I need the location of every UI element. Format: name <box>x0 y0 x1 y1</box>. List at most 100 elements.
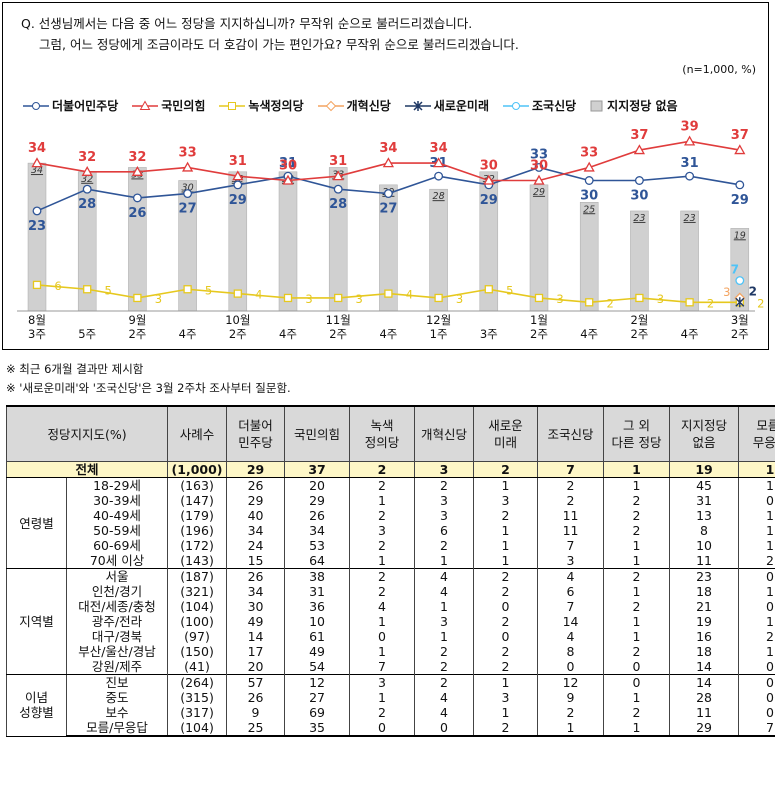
table-cell: 19 <box>669 614 740 629</box>
point-1-2 <box>131 165 144 176</box>
x-tick-week-0: 3주 <box>28 327 46 341</box>
table-cell: 0 <box>738 659 775 675</box>
total-cell: 2 <box>349 461 416 478</box>
row-label: 서울 <box>65 568 169 584</box>
table-cell: 18 <box>669 644 740 659</box>
header-3: 국민의힘 <box>284 405 351 462</box>
row-n: (163) <box>167 477 228 493</box>
table-cell: 49 <box>226 614 286 629</box>
table-cell: 26 <box>226 477 286 493</box>
point-2-1 <box>83 285 92 294</box>
x-tick-week-2: 2주 <box>128 327 146 341</box>
bar-label-no-party-1: 32 <box>81 174 93 185</box>
table-row: 70세 이상 (143) 15 64 1 1 1 3 1 11 2 <box>7 553 775 569</box>
x-tick-week-6: 2주 <box>329 327 347 341</box>
table-cell: 0 <box>738 568 775 584</box>
table-cell: 2 <box>349 538 416 553</box>
header-8: 그 외 다른 정당 <box>603 405 671 462</box>
point-label-2-7: 4 <box>406 288 413 302</box>
point-0-13 <box>685 171 695 181</box>
table-cell: 69 <box>284 705 351 720</box>
bar-label-no-party-12: 23 <box>633 213 645 224</box>
table-cell: 7 <box>537 599 605 614</box>
point-label-0-6: 28 <box>329 197 347 212</box>
row-label: 40-49세 <box>65 508 169 523</box>
table-cell: 3 <box>473 690 539 705</box>
row-label: 60-69세 <box>65 538 169 553</box>
table-cell: 0 <box>738 493 775 508</box>
table-cell: 7 <box>537 538 605 553</box>
row-label: 30-39세 <box>65 493 169 508</box>
point-1-9 <box>483 174 495 185</box>
point-0-2 <box>132 193 142 203</box>
legend-item-4: 새로운미래 <box>404 97 489 114</box>
table-cell: 29 <box>669 720 740 737</box>
point-label-4-14: 2 <box>749 284 757 298</box>
point-2-4 <box>233 289 242 298</box>
table-cell: 1 <box>473 477 539 493</box>
table-cell: 2 <box>603 508 671 523</box>
footnote-1: ※ 최근 6개월 결과만 제시함 <box>6 362 144 376</box>
x-tick-week-8: 1주 <box>430 327 448 341</box>
table-row: 모름/무응답 (104) 25 35 0 0 2 1 1 29 7 <box>7 720 775 737</box>
table-cell: 1 <box>603 720 671 737</box>
point-label-2-8: 3 <box>456 292 463 306</box>
point-label-1-1: 32 <box>78 150 96 165</box>
table-cell: 2 <box>414 659 475 675</box>
point-label-0-5: 31 <box>279 156 297 171</box>
row-n: (187) <box>167 568 228 584</box>
point-2-9 <box>484 285 493 294</box>
table-cell: 4 <box>349 599 416 614</box>
table-cell: 1 <box>738 523 775 538</box>
row-n: (143) <box>167 553 228 569</box>
row-n: (41) <box>167 659 228 675</box>
table-row: 60-69세 (172) 24 53 2 2 1 7 1 10 1 <box>7 538 775 553</box>
x-tick-week-1: 5주 <box>78 327 96 341</box>
x-tick-month-0: 8월 <box>28 313 46 327</box>
table-cell: 23 <box>669 568 740 584</box>
table-cell: 3 <box>349 523 416 538</box>
table-cell: 2 <box>414 674 475 690</box>
x-tick-week-3: 4주 <box>179 327 197 341</box>
point-2-5 <box>283 293 293 303</box>
table-cell: 14 <box>669 659 740 675</box>
point-label-1-11: 33 <box>580 145 598 160</box>
table-cell: 4 <box>537 568 605 584</box>
table-cell: 53 <box>284 538 351 553</box>
table-cell: 35 <box>284 720 351 737</box>
legend-symbol-1 <box>132 99 159 110</box>
point-0-0 <box>32 206 42 216</box>
table-cell: 29 <box>284 493 351 508</box>
table-cell: 0 <box>473 629 539 644</box>
point-1-3 <box>181 161 194 172</box>
total-cell: 19 <box>669 461 740 478</box>
table-cell: 0 <box>738 674 775 690</box>
table-cell: 2 <box>603 705 671 720</box>
table-cell: 2 <box>738 629 775 644</box>
point-label-2-11: 2 <box>607 296 614 310</box>
bar-no-party-2 <box>128 167 147 312</box>
legend-label-0: 더불어민주당 <box>52 99 119 113</box>
table-cell: 21 <box>669 599 740 614</box>
total-cell: 37 <box>284 461 351 478</box>
table-cell: 4 <box>414 690 475 705</box>
table-cell: 20 <box>226 659 286 675</box>
point-2-0 <box>32 280 42 290</box>
point-label-1-4: 31 <box>229 154 247 169</box>
point-1-4 <box>232 170 244 181</box>
point-0-10 <box>534 162 544 172</box>
x-tick-month-8: 12월 <box>426 313 451 327</box>
table-row: 인천/경기 (321) 34 31 2 4 2 6 1 18 1 <box>7 584 775 599</box>
row-label: 대전/세종/충청 <box>65 599 169 614</box>
point-label-0-2: 26 <box>128 206 146 221</box>
bar-label-no-party-3: 30 <box>182 183 194 194</box>
bar-no-party-11 <box>579 202 599 312</box>
table-cell: 14 <box>537 614 605 629</box>
table-cell: 1 <box>603 629 671 644</box>
table-cell: 2 <box>349 477 416 493</box>
table-cell: 3 <box>414 493 475 508</box>
table-cell: 1 <box>414 629 475 644</box>
point-0-12 <box>634 176 644 185</box>
table-cell: 40 <box>226 508 286 523</box>
table-row: 이념 성향별 진보 (264) 57 12 3 2 1 12 0 14 0 <box>6 674 775 737</box>
